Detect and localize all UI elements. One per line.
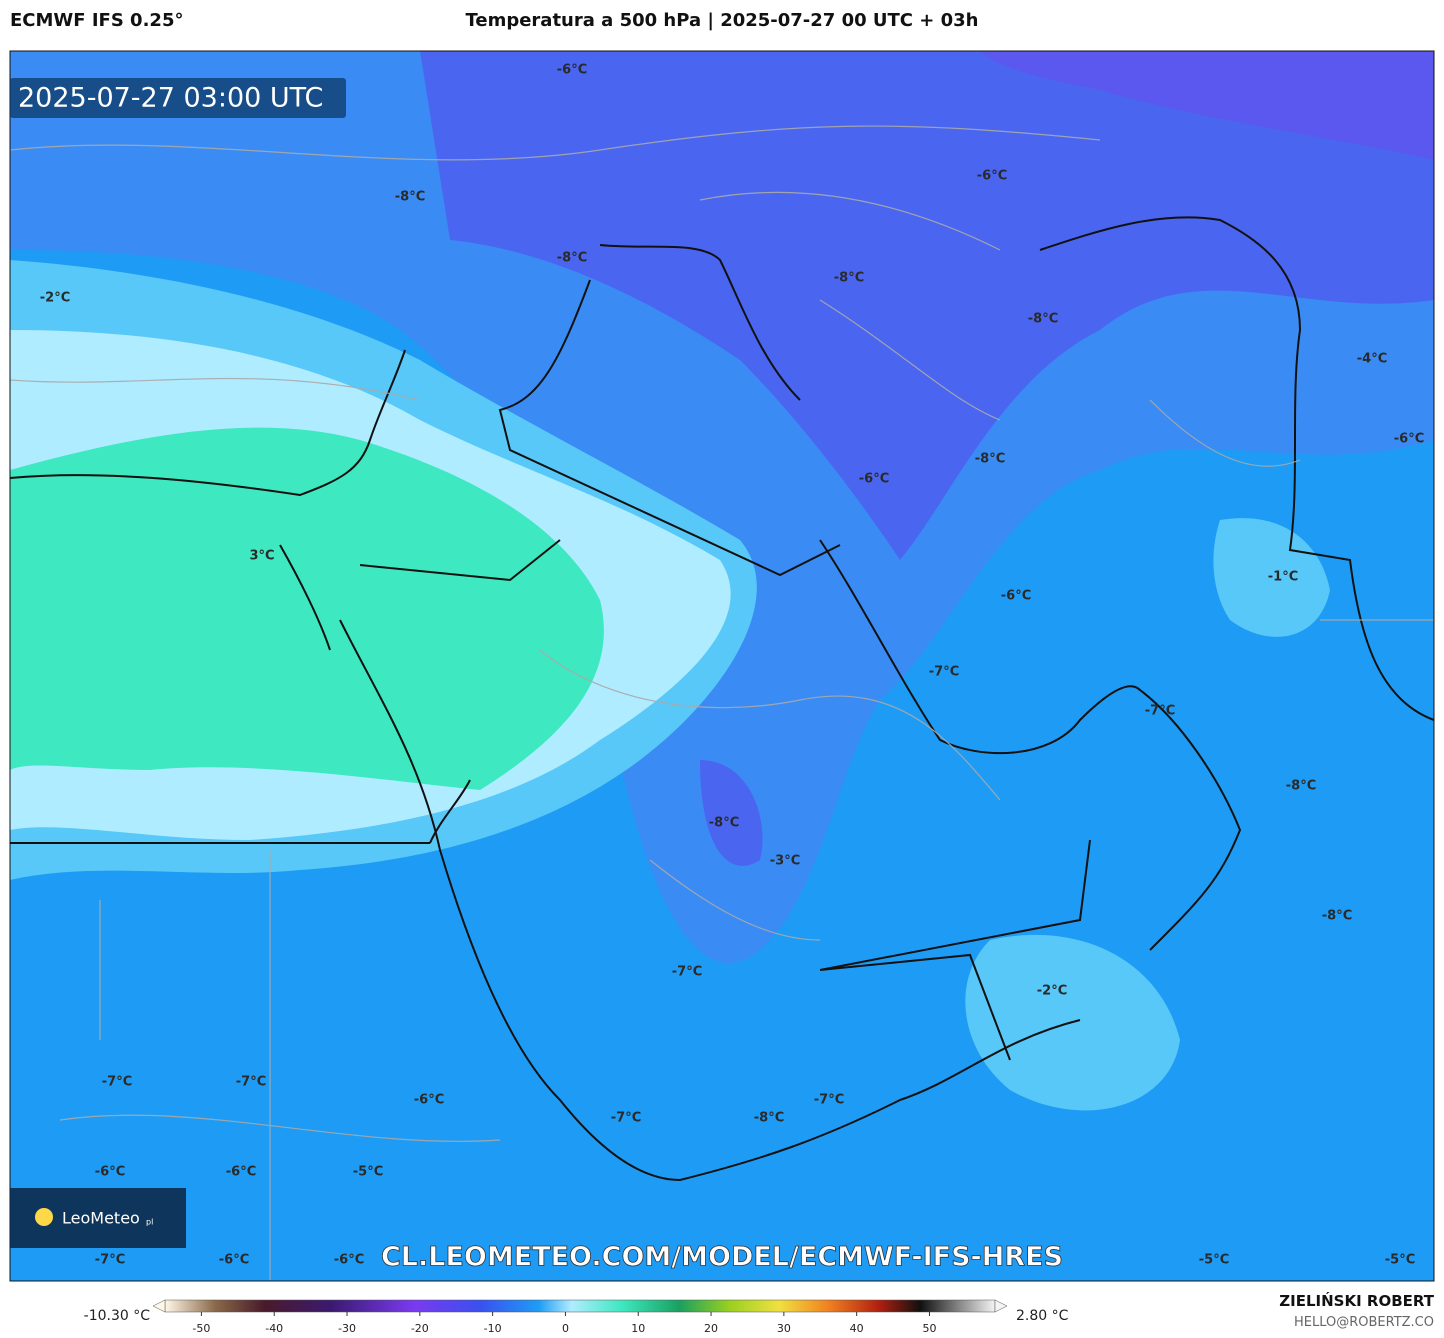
colorbar-left-end <box>152 1299 166 1313</box>
logo-suffix: pl <box>146 1218 153 1227</box>
map-title: Temperatura a 500 hPa | 2025-07-27 00 UT… <box>465 10 978 31</box>
colorbar-tick-label: 50 <box>922 1322 936 1335</box>
colorbar-tick-label: -30 <box>338 1322 356 1335</box>
temperature-label: -8°C <box>754 1111 784 1126</box>
temperature-label: -8°C <box>975 452 1005 467</box>
temperature-label: -6°C <box>334 1253 364 1268</box>
temperature-label: 3°C <box>249 549 274 564</box>
colorbar-tick-label: 30 <box>777 1322 791 1335</box>
temperature-label: -6°C <box>226 1165 256 1180</box>
temperature-label: -7°C <box>95 1253 125 1268</box>
temperature-label: -7°C <box>814 1093 844 1108</box>
colorbar-tick-label: 40 <box>850 1322 864 1335</box>
temperature-label: -6°C <box>1394 432 1424 447</box>
model-name: ECMWF IFS 0.25° <box>10 10 183 31</box>
temperature-label: -3°C <box>770 854 800 869</box>
url: CL.LEOMETEO.COM/MODEL/ECMWF-IFS-HRES <box>381 1242 1063 1273</box>
colorbar-max: 2.80 °C <box>1016 1308 1069 1324</box>
temperature-label: -5°C <box>353 1165 383 1180</box>
author: ZIELIŃSKI ROBERT <box>1279 1291 1434 1310</box>
temperature-label: -7°C <box>102 1075 132 1090</box>
temperature-label: -6°C <box>95 1165 125 1180</box>
timestamp-box <box>10 78 346 118</box>
colorbar-tick-label: 20 <box>704 1322 718 1335</box>
temperature-label: -8°C <box>1322 909 1352 924</box>
temperature-label: -6°C <box>557 63 587 78</box>
temperature-label: -8°C <box>557 251 587 266</box>
colorbar-tick-label: -50 <box>192 1322 210 1335</box>
temperature-label: -6°C <box>859 472 889 487</box>
temperature-label: -1°C <box>1268 570 1298 585</box>
colorbar-min: -10.30 °C <box>84 1308 151 1324</box>
temperature-label: -8°C <box>709 816 739 831</box>
map-frame <box>9 50 1435 1282</box>
temperature-label: -2°C <box>40 291 70 306</box>
temperature-label: -8°C <box>834 271 864 286</box>
temperature-label: -7°C <box>929 665 959 680</box>
temperature-label: -7°C <box>236 1075 266 1090</box>
colorbar-tick-label: -10 <box>484 1322 502 1335</box>
temperature-label: -6°C <box>414 1093 444 1108</box>
temperature-label: -8°C <box>1028 312 1058 327</box>
logo-sun <box>35 1208 53 1226</box>
temperature-label: -7°C <box>672 965 702 980</box>
colorbar-ramp <box>164 1299 996 1313</box>
temperature-label: -7°C <box>611 1111 641 1126</box>
colorbar-tick-label: 10 <box>631 1322 645 1335</box>
logo: LeoMeteo <box>62 1209 140 1228</box>
temperature-label: -6°C <box>1001 589 1031 604</box>
temperature-label: -8°C <box>395 190 425 205</box>
temperature-label: -2°C <box>1037 984 1067 999</box>
map <box>10 51 1434 1281</box>
timestamp: 2025-07-27 03:00 UTC <box>18 83 323 114</box>
temperature-label: -7°C <box>1145 704 1175 719</box>
temperature-label: -6°C <box>219 1253 249 1268</box>
temperature-label: -5°C <box>1199 1253 1229 1268</box>
colorbar-right-end <box>994 1299 1008 1313</box>
colorbar: -50 -40 -30 -20 -10 0 10 20 30 40 50 <box>152 1299 1008 1335</box>
colorbar-tick-label: 0 <box>562 1322 569 1335</box>
colorbar-tick-label: -40 <box>265 1322 283 1335</box>
colorbar-tick-label: -20 <box>411 1322 429 1335</box>
temperature-label: -4°C <box>1357 352 1387 367</box>
email: HELLO@ROBERTZ.CO <box>1294 1315 1434 1330</box>
temperature-label: -6°C <box>977 169 1007 184</box>
map-labels: -6°C -8°C -8°C -2°C -6°C -8°C -8°C -4°C -6°C -8°C… <box>40 63 1424 1268</box>
temperature-label: -8°C <box>1286 779 1316 794</box>
temperature-label: -5°C <box>1385 1253 1415 1268</box>
